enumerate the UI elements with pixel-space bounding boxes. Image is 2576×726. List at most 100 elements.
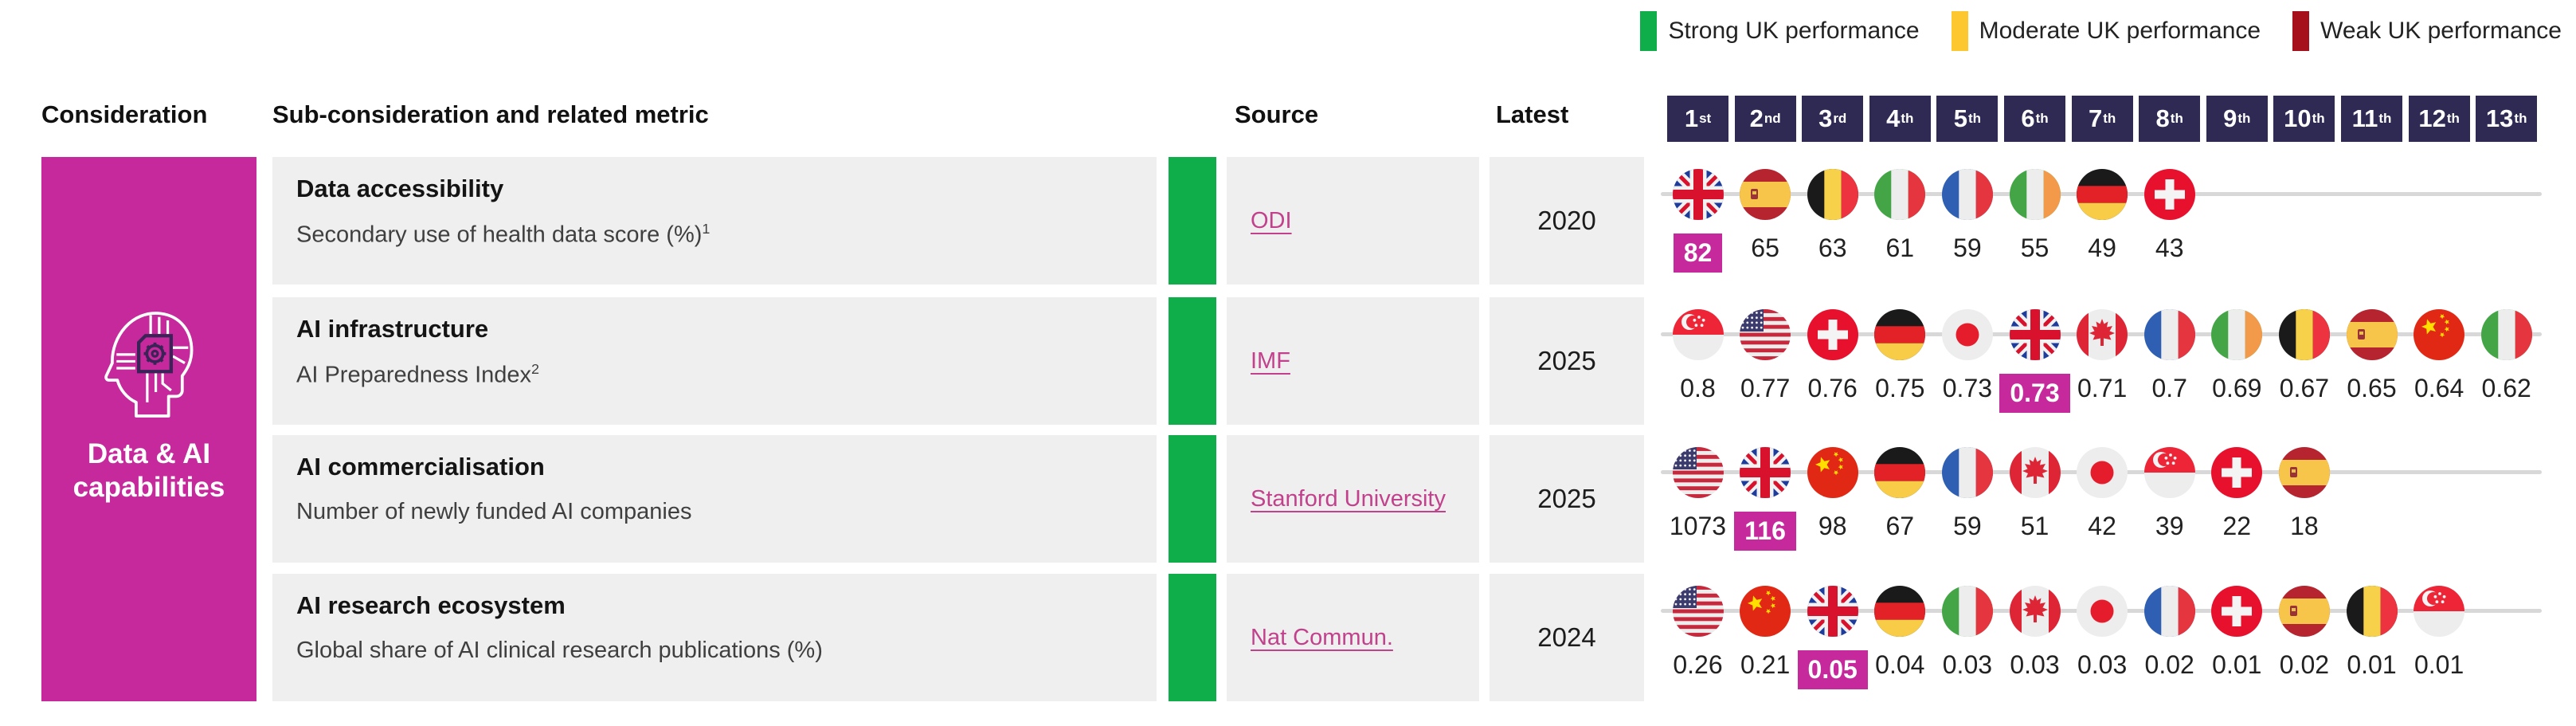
flag-icon-ch <box>2211 586 2263 637</box>
row-metric: AI Preparedness Index2 <box>296 361 540 388</box>
legend-swatch <box>1640 11 1658 51</box>
rank-value: 0.64 <box>2414 374 2464 402</box>
rank-value: 0.73 <box>1942 374 1993 402</box>
rank-value: 0.8 <box>1680 374 1716 402</box>
source-link[interactable]: Stanford University <box>1251 486 1446 512</box>
flag-icon-ca <box>2009 586 2061 637</box>
flag-icon-fr <box>2143 586 2195 637</box>
flag-icon-es <box>2278 586 2330 637</box>
rank-value: 0.69 <box>2212 374 2262 402</box>
rank-value: 42 <box>2088 512 2116 540</box>
flag-icon-cn <box>1807 447 1858 498</box>
flag-icon-ch <box>1807 309 1858 360</box>
flag-icon-sg <box>2414 586 2465 637</box>
rank-value: 67 <box>1885 512 1915 540</box>
legend-swatch <box>1951 11 1968 51</box>
performance-indicator-strong <box>1169 574 1216 701</box>
rank-value: 1073 <box>1669 512 1727 540</box>
legend-label: Strong UK performance <box>1668 18 1920 44</box>
uk-rank-value: 0.73 <box>1987 374 2083 413</box>
source-link[interactable]: Nat Commun. <box>1251 625 1393 650</box>
performance-legend: Strong UK performance Moderate UK perform… <box>1513 11 2562 51</box>
flag-icon-ie <box>2211 309 2263 360</box>
rank-value: 63 <box>1818 233 1847 262</box>
flag-icon-jp <box>1941 309 1993 360</box>
rank-value: 0.03 <box>2010 650 2060 679</box>
rank-value: 0.65 <box>2347 374 2397 402</box>
flag-icon-fr <box>1941 169 1993 220</box>
flag-icon-ch <box>2143 169 2195 220</box>
rank-value: 51 <box>2020 512 2049 540</box>
row-metric: Global share of AI clinical research pub… <box>296 638 823 663</box>
consideration-block-data-ai-capabilities: Data & AI capabilities <box>41 157 256 701</box>
performance-indicator-strong <box>1169 435 1216 563</box>
consideration-label: Data & AI capabilities <box>72 438 225 503</box>
source-link[interactable]: IMF <box>1251 348 1290 374</box>
flag-icon-gb <box>1672 169 1724 220</box>
flag-icon-us <box>1672 447 1724 498</box>
sub-consideration-cell: Data accessibility Secondary use of healt… <box>272 157 1157 285</box>
row-title: AI commercialisation <box>296 453 545 481</box>
rank-value: 59 <box>1953 233 1982 262</box>
column-header-consideration: Consideration <box>41 100 208 128</box>
flag-icon-gb <box>1807 586 1858 637</box>
rank-value: 55 <box>2020 233 2049 262</box>
rank-value: 61 <box>1885 233 1915 262</box>
source-cell: Stanford University <box>1227 435 1479 563</box>
performance-indicator-strong <box>1169 157 1216 285</box>
legend-label: Moderate UK performance <box>1979 18 2261 44</box>
rank-value: 0.7 <box>2151 374 2187 402</box>
uk-value-badge: 82 <box>1673 233 1723 273</box>
rank-value: 98 <box>1818 512 1847 540</box>
row-title: AI infrastructure <box>296 315 489 343</box>
row-title: Data accessibility <box>296 175 504 202</box>
row-metric: Number of newly funded AI companies <box>296 499 692 524</box>
rank-value: 0.03 <box>2077 650 2128 679</box>
latest-year-cell: 2020 <box>1490 157 1644 285</box>
flag-icon-gb <box>1740 447 1791 498</box>
flag-icon-de <box>1874 447 1926 498</box>
flag-icon-de <box>2077 169 2128 220</box>
legend-item: Moderate UK performance <box>1951 11 2261 51</box>
rank-value: 0.02 <box>2279 650 2330 679</box>
ai-head-icon <box>93 308 205 432</box>
flag-icon-be <box>2346 586 2398 637</box>
source-link[interactable]: ODI <box>1251 208 1292 233</box>
flag-icon-jp <box>2077 586 2128 637</box>
column-header-source: Source <box>1235 100 1319 128</box>
flag-icon-ca <box>2077 309 2128 360</box>
flag-icon-jp <box>2077 447 2128 498</box>
legend-label: Weak UK performance <box>2320 18 2562 44</box>
flag-icon-be <box>1807 169 1858 220</box>
rank-value: 0.76 <box>1807 374 1858 402</box>
footnote-superscript: 2 <box>531 361 540 377</box>
uk-value-badge: 116 <box>1734 512 1796 551</box>
flag-icon-it <box>1941 586 1993 637</box>
rank-value: 0.67 <box>2279 374 2330 402</box>
rank-value: 0.62 <box>2481 374 2531 402</box>
uk-rank-value: 82 <box>1650 233 1746 273</box>
rank-value: 0.01 <box>2347 650 2397 679</box>
rank-value: 0.02 <box>2144 650 2194 679</box>
row-metric: Secondary use of health data score (%)1 <box>296 221 711 248</box>
legend-item: Weak UK performance <box>2292 11 2562 51</box>
uk-rank-value: 116 <box>1717 512 1813 551</box>
flag-icon-ch <box>2211 447 2263 498</box>
source-cell: IMF <box>1227 297 1479 425</box>
rank-value: 0.26 <box>1673 650 1723 679</box>
rank-value: 65 <box>1751 233 1779 262</box>
sub-consideration-cell: AI commercialisation Number of newly fund… <box>272 435 1157 563</box>
footnote-superscript: 1 <box>702 221 711 237</box>
rank-value: 43 <box>2155 233 2184 262</box>
uk-rank-value: 0.05 <box>1785 650 1881 689</box>
